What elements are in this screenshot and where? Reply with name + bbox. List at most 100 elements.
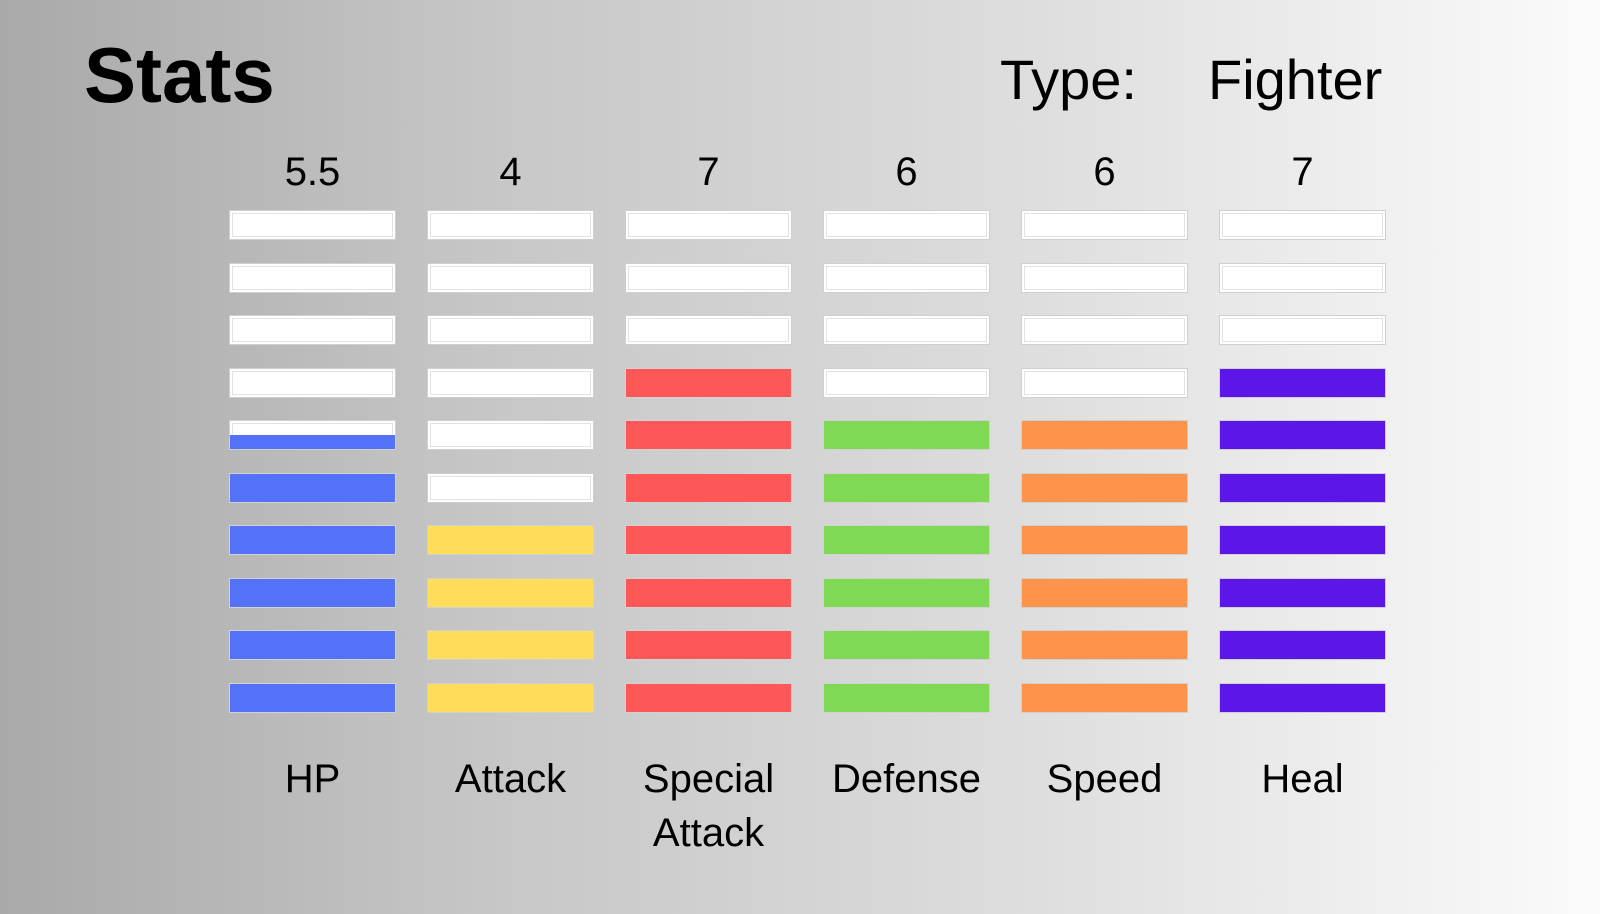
bar-segment-special-attack-4 — [625, 525, 792, 555]
type-value: Fighter — [1208, 48, 1383, 111]
category-label-heal: Heal — [1261, 757, 1344, 801]
bar-segment-defense-9 — [823, 262, 990, 293]
bar-segment-attack-5 — [427, 472, 594, 503]
bar-segment-hp-1 — [229, 682, 396, 713]
bar-fill-special-attack-2 — [626, 631, 791, 659]
bar-segment-heal-6 — [1219, 420, 1386, 450]
bar-segment-special-attack-3 — [625, 577, 792, 608]
category-label-attack: Attack — [454, 757, 567, 801]
bar-segment-defense-4 — [823, 525, 990, 555]
bar-fill-speed-6 — [1022, 421, 1187, 449]
bar-fill-speed-1 — [1022, 683, 1187, 712]
bar-fill-defense-3 — [824, 578, 989, 607]
bar-segment-speed-8 — [1021, 315, 1188, 345]
bar-fill-special-attack-1 — [626, 683, 791, 712]
bar-segment-defense-3 — [823, 577, 990, 608]
bar-fill-special-attack-6 — [626, 421, 791, 449]
bar-segment-heal-4 — [1219, 525, 1386, 555]
bar-segment-attack-8 — [427, 315, 594, 345]
bar-segment-speed-4 — [1021, 525, 1188, 555]
bar-fill-heal-3 — [1220, 578, 1385, 607]
bar-segment-heal-7 — [1219, 367, 1386, 398]
value-label-speed: 6 — [1093, 150, 1116, 194]
bar-segment-speed-7 — [1021, 367, 1188, 398]
category-label-speed: Speed — [1046, 757, 1163, 801]
value-label-defense: 6 — [895, 150, 918, 194]
bar-segment-defense-7 — [823, 367, 990, 398]
page-title: Stats — [84, 31, 275, 119]
bar-segment-speed-1 — [1021, 682, 1188, 713]
value-label-attack: 4 — [499, 150, 522, 194]
bar-fill-attack-2 — [428, 631, 593, 659]
bar-segment-speed-3 — [1021, 577, 1188, 608]
bar-segment-attack-4 — [427, 525, 594, 555]
bar-fill-heal-5 — [1220, 473, 1385, 502]
bar-fill-speed-3 — [1022, 578, 1187, 607]
bar-fill-special-attack-3 — [626, 578, 791, 607]
bar-segment-speed-6 — [1021, 420, 1188, 450]
bar-segment-special-attack-6 — [625, 420, 792, 450]
bar-fill-heal-6 — [1220, 421, 1385, 449]
bar-segment-special-attack-8 — [625, 315, 792, 345]
bar-segment-special-attack-2 — [625, 630, 792, 660]
bar-segment-hp-5 — [229, 472, 396, 503]
bar-segment-attack-1 — [427, 682, 594, 713]
bar-segment-attack-3 — [427, 577, 594, 608]
bar-segment-defense-6 — [823, 420, 990, 450]
bar-segment-heal-2 — [1219, 630, 1386, 660]
bar-fill-hp-4 — [230, 526, 395, 554]
bar-segment-attack-2 — [427, 630, 594, 660]
bar-segment-heal-5 — [1219, 472, 1386, 503]
bar-fill-hp-2 — [230, 631, 395, 659]
bar-segment-defense-8 — [823, 315, 990, 345]
bar-segment-heal-10 — [1219, 210, 1386, 240]
bar-segment-heal-3 — [1219, 577, 1386, 608]
bar-segment-hp-6 — [229, 420, 396, 450]
bar-segment-special-attack-9 — [625, 262, 792, 293]
bar-fill-defense-6 — [824, 421, 989, 449]
bar-segment-heal-1 — [1219, 682, 1386, 713]
bar-segment-hp-4 — [229, 525, 396, 555]
bar-segment-hp-9 — [229, 262, 396, 293]
bar-segment-hp-2 — [229, 630, 396, 660]
bar-fill-defense-4 — [824, 526, 989, 554]
bar-fill-attack-3 — [428, 578, 593, 607]
category-label-hp: HP — [284, 757, 341, 801]
value-label-heal: 7 — [1291, 150, 1314, 194]
bar-segment-heal-9 — [1219, 262, 1386, 293]
bar-fill-hp-3 — [230, 578, 395, 607]
bar-segment-attack-6 — [427, 420, 594, 450]
bar-segment-hp-10 — [229, 210, 396, 240]
bar-segment-attack-7 — [427, 367, 594, 398]
category-label-defense: Defense — [832, 757, 981, 801]
bar-segment-speed-2 — [1021, 630, 1188, 660]
bar-fill-heal-4 — [1220, 526, 1385, 554]
bar-segment-defense-10 — [823, 210, 990, 240]
bar-fill-defense-1 — [824, 683, 989, 712]
bar-segment-attack-9 — [427, 262, 594, 293]
bar-segment-speed-5 — [1021, 472, 1188, 503]
value-label-special-attack: 7 — [697, 150, 720, 194]
bar-segment-special-attack-10 — [625, 210, 792, 240]
bar-fill-hp-6 — [230, 435, 395, 449]
bar-fill-defense-5 — [824, 473, 989, 502]
bar-fill-hp-1 — [230, 683, 395, 712]
bar-fill-heal-2 — [1220, 631, 1385, 659]
bar-fill-speed-4 — [1022, 526, 1187, 554]
bar-fill-speed-5 — [1022, 473, 1187, 502]
bar-fill-special-attack-4 — [626, 526, 791, 554]
bar-segment-hp-3 — [229, 577, 396, 608]
type-label: Type: — [1000, 48, 1137, 111]
bar-fill-defense-2 — [824, 631, 989, 659]
bar-segment-speed-10 — [1021, 210, 1188, 240]
bar-segment-special-attack-1 — [625, 682, 792, 713]
value-label-hp: 5.5 — [284, 150, 341, 194]
bar-segment-hp-8 — [229, 315, 396, 345]
bar-fill-attack-4 — [428, 526, 593, 554]
bar-fill-hp-5 — [230, 473, 395, 502]
category-label-special-attack: Special Attack — [642, 757, 775, 855]
bar-segment-defense-2 — [823, 630, 990, 660]
bar-fill-special-attack-5 — [626, 473, 791, 502]
bar-fill-heal-7 — [1220, 368, 1385, 397]
bar-segment-heal-8 — [1219, 315, 1386, 345]
